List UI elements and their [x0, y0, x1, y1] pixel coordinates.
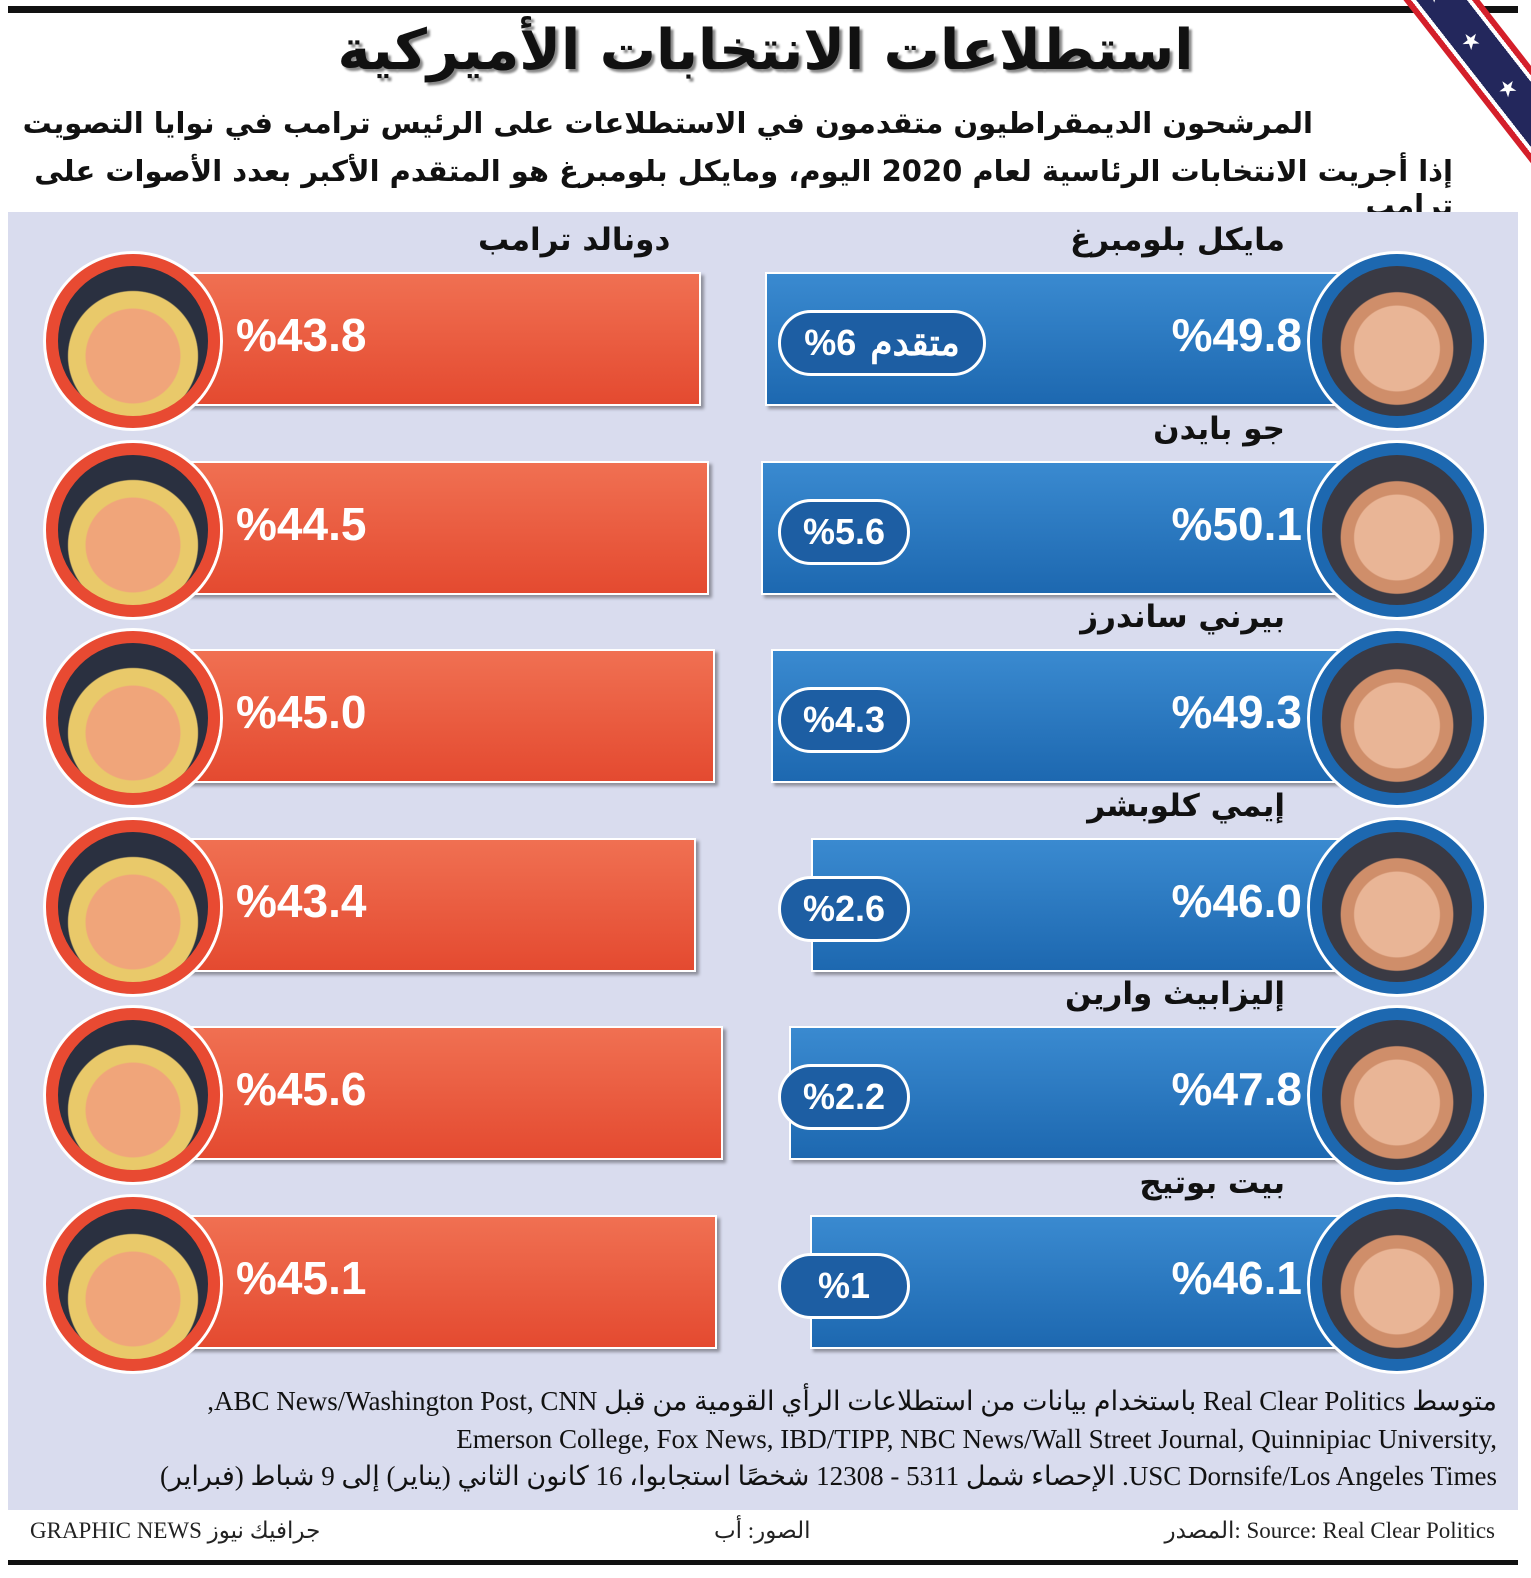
candidate-name: بيت بوتيج	[1139, 1164, 1285, 1201]
trump-portrait	[46, 254, 220, 428]
trump-portrait	[46, 631, 220, 805]
lead-badge: %4.3	[778, 687, 910, 753]
trump-bar: %45.1	[180, 1214, 717, 1349]
lead-label: متقدم	[870, 322, 960, 363]
top-rule	[8, 6, 1518, 13]
democrat-value-label: %49.8	[1171, 309, 1302, 361]
lead-value: %6	[804, 322, 857, 363]
source-credit: المصدر: Source: Real Clear Politics	[1164, 1518, 1495, 1543]
footnote-line-1: متوسط Real Clear Politics باستخدام بيانا…	[207, 1386, 1497, 1416]
trump-portrait	[46, 1196, 220, 1371]
democrat-bar: %49.3	[771, 649, 1394, 783]
subtitle-line-2: إذا أجريت الانتخابات الرئاسية لعام 2020 …	[34, 154, 1453, 222]
candidate-portrait	[1310, 1008, 1484, 1182]
candidate-portrait	[1310, 819, 1484, 994]
lead-value: %1	[817, 1264, 871, 1306]
democrat-value-label: %46.1	[1171, 1251, 1302, 1304]
trump-value-label: %45.6	[236, 1063, 367, 1115]
footnote-line-2: Emerson College, Fox News, IBD/TIPP, NBC…	[456, 1424, 1497, 1454]
brand-credit: GRAPHIC NEWS جرافيك نيوز	[30, 1518, 321, 1543]
photo-credit: الصور: أب	[714, 1518, 811, 1543]
footnote-line-3: USC Dornsife/Los Angeles Times. الإحصاء …	[159, 1461, 1497, 1491]
candidate-portrait	[1310, 442, 1484, 617]
bottom-rule	[8, 1560, 1518, 1565]
lead-badge: %5.6	[778, 498, 910, 565]
lead-value: %4.3	[802, 699, 886, 740]
lead-badge: %2.2	[778, 1064, 910, 1130]
lead-badge: %2.6	[778, 875, 910, 942]
subtitle-line-1: المرشحون الديمقراطيون متقدمون في الاستطل…	[22, 106, 1313, 140]
trump-name-label: دونالد ترامب	[478, 222, 671, 258]
candidate-portrait	[1310, 631, 1484, 805]
candidate-name: إيمي كلوبشر	[1087, 787, 1285, 824]
candidate-name: مايكل بلومبرغ	[1069, 222, 1285, 258]
candidate-name: جو بايدن	[1153, 410, 1285, 447]
trump-value-label: %44.5	[236, 497, 367, 550]
democrat-bar: %46.0	[811, 837, 1394, 972]
democrat-value-label: %47.8	[1171, 1063, 1302, 1115]
page-title: استطلاعات الانتخابات الأميركية	[337, 18, 1194, 83]
trump-value-label: %45.0	[236, 686, 367, 738]
trump-value-label: %43.8	[236, 309, 367, 361]
democrat-value-label: %49.3	[1171, 686, 1302, 738]
candidate-name: بيرني ساندرز	[1080, 599, 1285, 635]
lead-badge: %1	[778, 1252, 910, 1319]
trump-value-label: %43.4	[236, 874, 367, 927]
candidate-portrait	[1310, 254, 1484, 428]
lead-value: %5.6	[802, 510, 886, 552]
trump-portrait	[46, 1008, 220, 1182]
democrat-value-label: %46.0	[1171, 874, 1302, 927]
lead-badge: %6 متقدم	[778, 310, 986, 376]
trump-portrait	[46, 819, 220, 994]
trump-portrait	[46, 442, 220, 617]
lead-value: %2.6	[802, 887, 886, 929]
trump-bar: %43.4	[180, 837, 697, 972]
trump-bar: %43.8	[180, 272, 701, 406]
trump-bar: %45.0	[180, 649, 716, 783]
lead-value: %2.2	[802, 1076, 886, 1117]
trump-bar: %44.5	[180, 460, 710, 595]
candidate-portrait	[1310, 1196, 1484, 1371]
candidate-name: إليزابيث وارين	[1064, 976, 1285, 1012]
trump-bar: %45.6	[180, 1026, 723, 1160]
democrat-value-label: %50.1	[1171, 497, 1302, 550]
trump-value-label: %45.1	[236, 1251, 367, 1304]
